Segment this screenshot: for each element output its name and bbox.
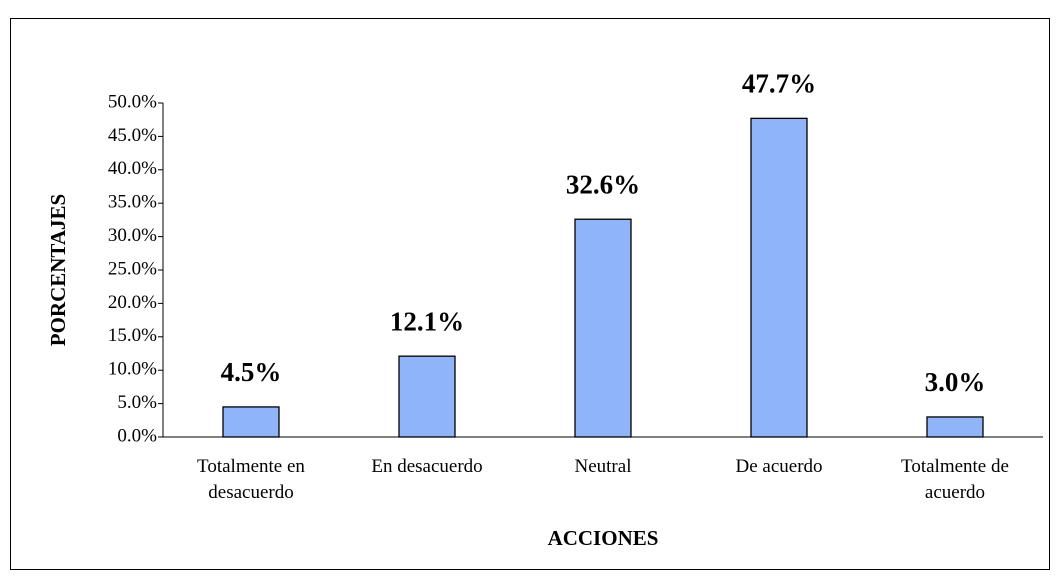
y-tick-label: 30.0% <box>108 225 157 246</box>
x-axis-title: ACCIONES <box>548 526 659 550</box>
x-tick-label: De acuerdo <box>735 456 823 477</box>
y-tick-label: 0.0% <box>117 425 157 446</box>
bar <box>926 416 984 438</box>
data-label: 47.7% <box>742 69 816 99</box>
bar <box>750 117 808 438</box>
y-tick-label: 50.0% <box>108 91 157 112</box>
x-tick-label: Totalmente en desacuerdo <box>197 456 305 503</box>
data-label: 3.0% <box>925 367 986 397</box>
y-tick-label: 25.0% <box>108 258 157 279</box>
chart-border <box>10 18 1050 570</box>
y-tick-label: 35.0% <box>108 192 157 213</box>
y-tick-label: 5.0% <box>117 392 157 413</box>
y-tick-label: 40.0% <box>108 158 157 179</box>
bar <box>222 406 280 438</box>
y-tick-label: 10.0% <box>108 359 157 380</box>
data-label: 4.5% <box>221 357 282 387</box>
y-tick-label: 15.0% <box>108 325 157 346</box>
bar <box>398 355 456 438</box>
y-tick-label: 45.0% <box>108 125 157 146</box>
bar <box>574 218 632 438</box>
data-label: 32.6% <box>566 169 640 199</box>
data-label: 12.1% <box>390 306 464 336</box>
x-tick-label: Totalmente de acuerdo <box>901 456 1009 503</box>
y-tick-label: 20.0% <box>108 292 157 313</box>
x-tick-label: En desacuerdo <box>371 456 483 477</box>
x-tick-label: Neutral <box>574 456 632 477</box>
y-axis-title: PORCENTAJES <box>46 194 70 346</box>
